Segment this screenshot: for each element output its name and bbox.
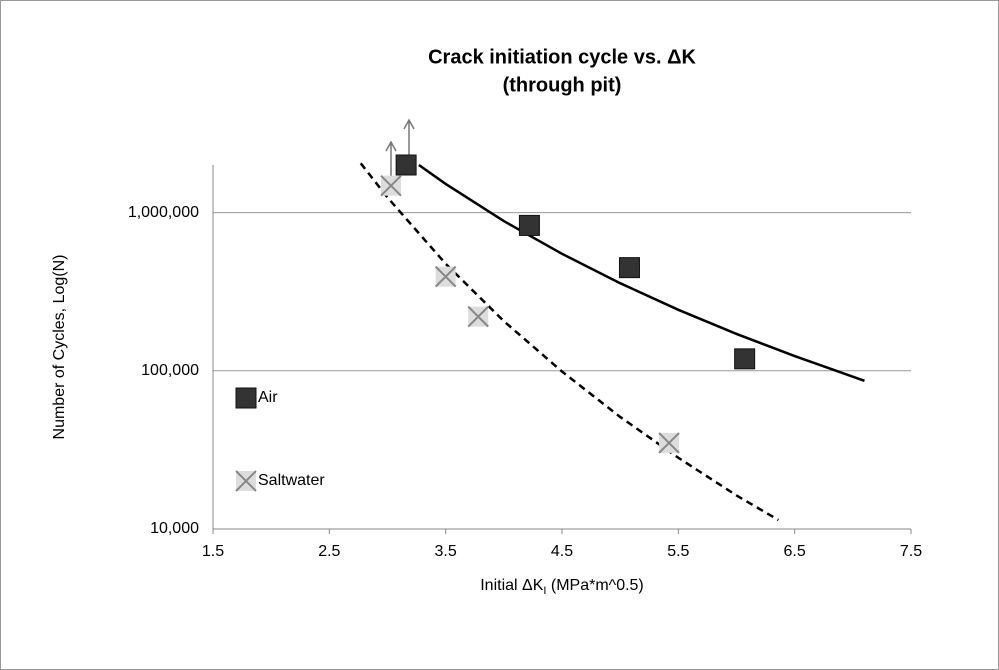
x-tick-label: 5.5 — [667, 543, 689, 560]
square-marker — [518, 214, 540, 236]
x-tick-label: 1.5 — [202, 543, 224, 560]
chart-subtitle: (through pit) — [503, 74, 622, 96]
x-axis-title-subscript: I — [543, 585, 546, 597]
x-tick-label: 7.5 — [900, 543, 922, 560]
x-axis-title-units: (MPa*m^0.5) — [546, 577, 643, 594]
x-tick-label: 4.5 — [551, 543, 573, 560]
trend-line — [359, 162, 780, 522]
square-marker — [235, 387, 257, 409]
square-marker — [395, 154, 417, 176]
y-tick-label: 10,000 — [150, 520, 199, 537]
legend-label: Saltwater — [258, 472, 325, 489]
y-axis-title: Number of Cycles, Log(N) — [51, 255, 68, 440]
square-marker — [734, 348, 756, 370]
x-axis-title: Initial ΔKI (MPa*m^0.5) — [480, 577, 644, 597]
x-axis-title-main: Initial ΔK — [480, 577, 543, 594]
trend-line — [418, 163, 865, 382]
chart-title: Crack initiation cycle vs. ΔK — [428, 46, 696, 68]
x-marker — [434, 265, 457, 288]
x-marker — [658, 432, 680, 454]
square-marker — [618, 257, 640, 279]
x-tick-label: 2.5 — [318, 543, 340, 560]
x-tick-label: 6.5 — [784, 543, 806, 560]
x-marker — [235, 470, 257, 492]
y-tick-label: 1,000,000 — [128, 204, 199, 221]
x-tick-label: 3.5 — [435, 543, 457, 560]
y-tick-label: 100,000 — [141, 362, 199, 379]
x-marker — [467, 305, 489, 328]
x-marker — [380, 174, 402, 197]
arrow — [403, 118, 415, 160]
legend-label: Air — [258, 389, 278, 406]
